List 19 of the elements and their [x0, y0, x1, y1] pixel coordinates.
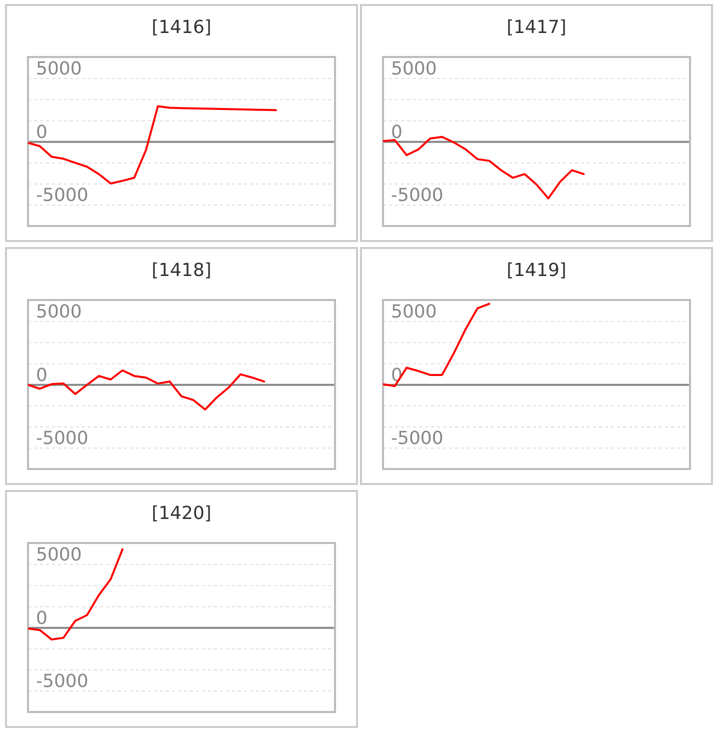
- y-tick-label: 5000: [36, 544, 82, 566]
- chart-title: [1418]: [152, 260, 212, 281]
- y-tick-label: -5000: [391, 185, 444, 206]
- y-tick-label: -5000: [36, 671, 88, 692]
- chart-title: [1417]: [506, 17, 566, 38]
- y-tick-label: 0: [391, 122, 402, 143]
- y-tick-label: 5000: [391, 58, 437, 80]
- y-tick-label: 5000: [36, 302, 82, 323]
- y-tick-label: -5000: [36, 185, 88, 206]
- y-tick-label: 5000: [36, 58, 82, 80]
- y-tick-label: 5000: [391, 302, 437, 323]
- y-tick-label: -5000: [36, 428, 88, 450]
- y-tick-label: 0: [36, 122, 48, 143]
- y-tick-label: -5000: [391, 428, 444, 450]
- chart-title: [1419]: [506, 260, 566, 281]
- chart-title: [1416]: [152, 17, 212, 38]
- y-tick-label: 0: [36, 364, 48, 386]
- chart-title: [1420]: [152, 503, 212, 524]
- y-tick-label: 0: [36, 608, 48, 629]
